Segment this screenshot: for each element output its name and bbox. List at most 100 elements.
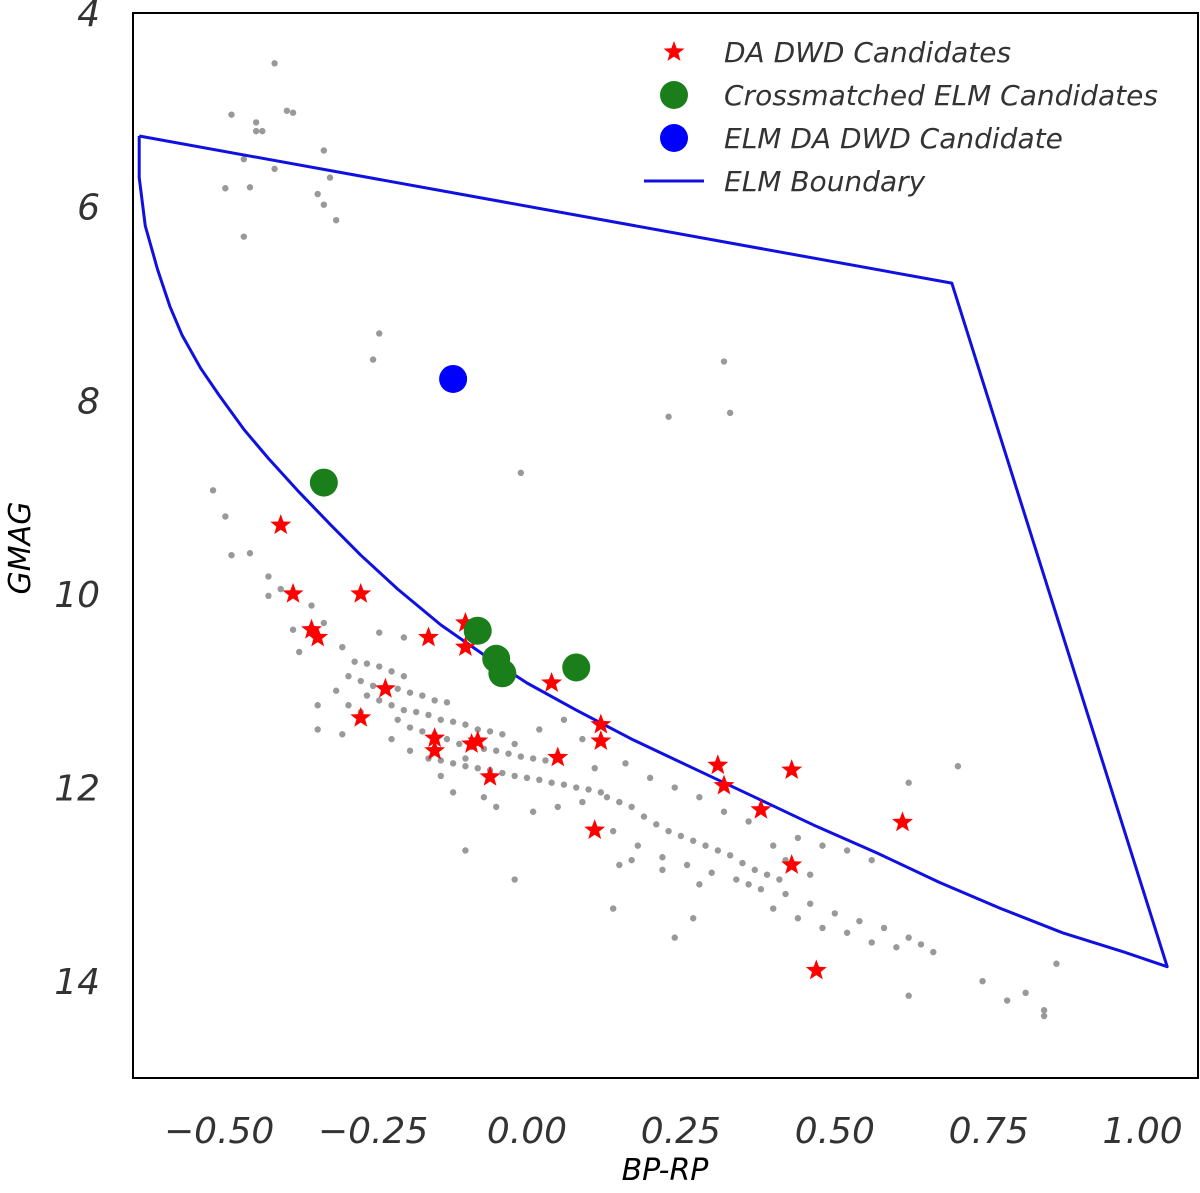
da-dwd-star-point [270, 514, 292, 535]
background-point [609, 827, 617, 835]
background-point [634, 842, 641, 849]
background-point [283, 107, 291, 114]
background-point [609, 905, 617, 912]
background-point [843, 847, 851, 854]
background-point [659, 866, 666, 874]
background-point [431, 697, 438, 704]
background-point [770, 842, 777, 849]
da-dwd-star-point [590, 713, 612, 734]
background-point [228, 111, 235, 118]
background-point [363, 660, 371, 667]
background-point [505, 750, 512, 757]
background-point [357, 677, 364, 685]
y-tick-label: 12 [54, 769, 100, 810]
crossmatched-elm-point [309, 468, 338, 497]
background-point [240, 233, 248, 240]
background-point [265, 592, 272, 600]
background-point [843, 929, 851, 936]
background-point [794, 915, 802, 922]
da-dwd-star-point [424, 727, 446, 748]
background-point [376, 330, 383, 337]
background-point [406, 747, 414, 754]
background-point [628, 856, 635, 864]
background-point [462, 847, 469, 854]
background-point [579, 798, 586, 806]
background-point [806, 871, 814, 878]
background-point [763, 871, 771, 878]
background-point [394, 685, 401, 692]
background-point [905, 779, 912, 786]
legend-label: ELM DA DWD Candidate [724, 122, 1063, 155]
background-point [819, 842, 826, 849]
background-point [271, 165, 278, 173]
da-dwd-star-point [424, 739, 446, 760]
background-point [462, 721, 469, 728]
background-point [770, 905, 777, 912]
background-point [893, 944, 900, 951]
background-point [246, 550, 254, 557]
background-point [326, 174, 334, 181]
background-point [690, 915, 697, 922]
da-dwd-star-point [750, 798, 772, 819]
background-points-layer [209, 60, 1060, 1020]
background-point [406, 724, 414, 731]
plot-frame [132, 12, 1199, 1079]
y-tick-label: 8 [77, 381, 100, 422]
da-dwd-star-point [584, 819, 606, 840]
background-point [511, 772, 518, 780]
background-point [751, 866, 758, 874]
da-dwd-star-point [454, 611, 476, 632]
background-point [252, 127, 260, 135]
legend: DA DWD Candidates Crossmatched ELM Candid… [644, 36, 1158, 198]
y-tick-label: 14 [54, 962, 100, 1003]
background-point [265, 573, 272, 580]
da-dwd-star-point [350, 582, 372, 603]
background-point [554, 803, 561, 811]
background-point [345, 673, 352, 680]
background-point [462, 763, 469, 770]
x-tick-label: −0.25 [318, 1111, 428, 1152]
background-point [646, 774, 654, 782]
legend-star-icon [663, 41, 685, 61]
elm-boundary-layer [137, 134, 1169, 969]
background-point [240, 155, 248, 163]
da-dwd-star-point [713, 774, 735, 795]
background-point [332, 687, 340, 694]
background-point [776, 876, 783, 883]
background-point [493, 803, 500, 811]
background-point [499, 731, 506, 738]
crossmatched-elm-point [488, 659, 517, 688]
background-point [616, 861, 623, 869]
background-point [726, 852, 734, 859]
background-point [394, 716, 401, 723]
background-point [696, 794, 703, 801]
background-point [480, 794, 488, 801]
da-dwd-star-point [307, 626, 329, 647]
background-point [733, 876, 740, 883]
background-point [425, 711, 432, 719]
background-point [376, 663, 383, 670]
background-point [708, 869, 715, 876]
y-tick-label: 10 [54, 575, 100, 616]
background-point [406, 689, 414, 696]
background-point [443, 699, 451, 706]
background-point [671, 934, 678, 941]
background-point [573, 784, 580, 791]
background-point [665, 827, 672, 835]
background-point [456, 740, 463, 748]
background-point [449, 789, 457, 796]
background-point [419, 728, 426, 735]
background-point [363, 692, 371, 699]
da-dwd-star-point [374, 677, 396, 698]
y-tick-label: 4 [77, 0, 100, 35]
background-point [289, 626, 297, 633]
background-point [462, 755, 469, 762]
background-point [1022, 989, 1029, 996]
background-point [954, 763, 962, 770]
legend-label: Crossmatched ELM Candidates [724, 79, 1158, 112]
background-point [437, 757, 445, 764]
da-dwd-star-point [590, 730, 612, 750]
background-point [603, 794, 611, 801]
crossmatched-elm-point [562, 653, 591, 682]
